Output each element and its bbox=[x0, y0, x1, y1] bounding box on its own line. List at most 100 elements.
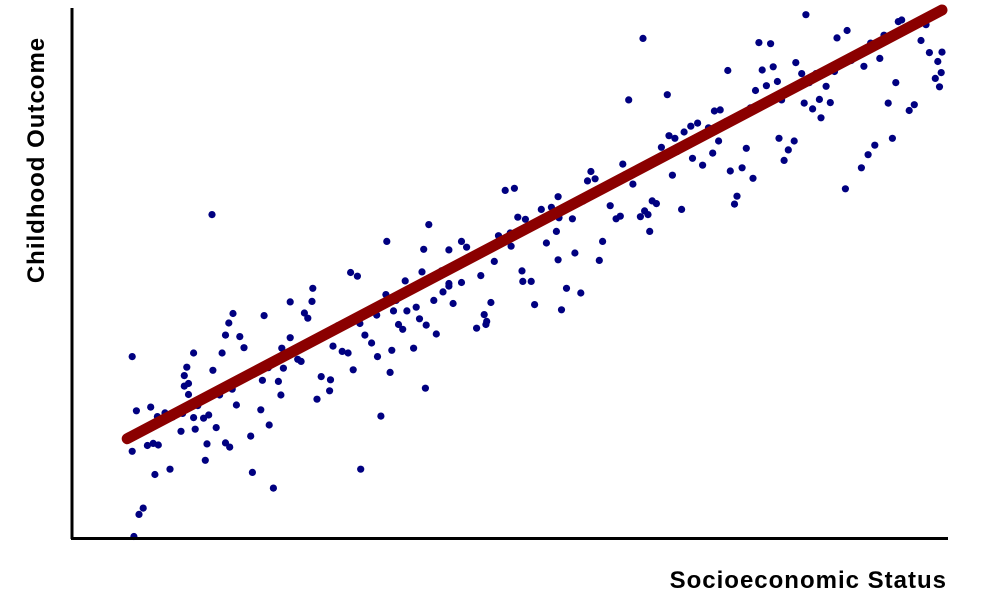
data-point bbox=[557, 306, 566, 314]
data-point bbox=[800, 99, 808, 107]
data-point bbox=[166, 465, 174, 473]
data-point bbox=[857, 164, 866, 172]
data-point bbox=[510, 184, 518, 192]
data-point bbox=[309, 284, 317, 292]
data-point bbox=[277, 391, 285, 399]
data-point bbox=[477, 272, 485, 280]
data-point bbox=[286, 334, 294, 342]
data-point bbox=[577, 289, 585, 297]
data-point bbox=[619, 160, 627, 168]
data-point bbox=[738, 164, 746, 172]
data-point bbox=[373, 353, 382, 361]
data-point bbox=[257, 406, 265, 414]
data-point bbox=[636, 213, 645, 221]
data-point bbox=[841, 185, 850, 193]
data-point bbox=[368, 339, 376, 347]
data-point bbox=[751, 86, 760, 95]
data-point bbox=[432, 330, 440, 338]
data-point bbox=[180, 372, 188, 380]
data-point bbox=[225, 319, 233, 327]
trend-line bbox=[121, 4, 948, 445]
data-point bbox=[595, 256, 603, 264]
data-point bbox=[415, 315, 424, 323]
data-point bbox=[308, 297, 316, 305]
data-point bbox=[501, 186, 509, 194]
data-point bbox=[128, 447, 136, 455]
data-point bbox=[616, 212, 624, 220]
data-point bbox=[671, 134, 679, 142]
data-point bbox=[183, 363, 191, 371]
data-point bbox=[733, 192, 741, 200]
data-point bbox=[480, 311, 488, 319]
data-point bbox=[394, 320, 403, 329]
data-point bbox=[864, 151, 872, 159]
data-point bbox=[724, 66, 732, 75]
data-point bbox=[349, 366, 357, 374]
data-point bbox=[938, 48, 946, 56]
data-point bbox=[297, 357, 305, 365]
data-point bbox=[463, 243, 471, 251]
data-point bbox=[449, 299, 457, 308]
data-point bbox=[389, 307, 398, 315]
data-point bbox=[554, 193, 562, 201]
data-point bbox=[357, 465, 365, 473]
data-point bbox=[629, 180, 637, 188]
data-point bbox=[937, 69, 945, 77]
data-point bbox=[571, 249, 579, 257]
data-point bbox=[445, 279, 453, 288]
data-point bbox=[326, 376, 335, 384]
data-point bbox=[151, 470, 159, 479]
data-point bbox=[710, 107, 719, 115]
data-point bbox=[663, 91, 671, 99]
data-point bbox=[652, 200, 661, 208]
data-point bbox=[209, 366, 217, 374]
data-point bbox=[236, 333, 244, 341]
data-point bbox=[767, 40, 775, 48]
data-point bbox=[205, 411, 213, 419]
data-point bbox=[177, 427, 185, 435]
data-point bbox=[457, 278, 466, 287]
data-point bbox=[483, 317, 491, 325]
data-point bbox=[190, 414, 198, 422]
data-point bbox=[537, 205, 545, 213]
data-point bbox=[430, 296, 438, 304]
data-point bbox=[599, 237, 607, 245]
y-axis-title: Childhood Outcome bbox=[23, 37, 50, 283]
data-point bbox=[248, 468, 256, 476]
data-point bbox=[418, 268, 426, 276]
data-point bbox=[154, 441, 162, 449]
data-point bbox=[439, 288, 447, 296]
data-point bbox=[184, 379, 193, 388]
data-point bbox=[445, 246, 453, 254]
data-point bbox=[329, 342, 337, 350]
data-point bbox=[519, 277, 527, 285]
data-point bbox=[147, 403, 155, 411]
data-point bbox=[792, 59, 800, 67]
data-point bbox=[212, 424, 220, 432]
data-points bbox=[128, 8, 946, 541]
data-point bbox=[421, 384, 429, 392]
data-point bbox=[876, 54, 884, 63]
data-point bbox=[487, 298, 495, 307]
data-point bbox=[229, 309, 237, 318]
data-point bbox=[527, 277, 535, 285]
data-point bbox=[798, 70, 806, 78]
data-point bbox=[403, 307, 411, 315]
data-point bbox=[699, 161, 707, 169]
data-point bbox=[606, 202, 614, 210]
data-point bbox=[716, 106, 724, 114]
data-point bbox=[208, 211, 216, 219]
data-point bbox=[201, 456, 209, 464]
data-point bbox=[657, 143, 666, 151]
data-point bbox=[892, 79, 900, 87]
data-point bbox=[386, 368, 394, 376]
data-point bbox=[139, 504, 147, 512]
data-point bbox=[377, 412, 385, 420]
data-point bbox=[780, 156, 788, 164]
data-point bbox=[687, 122, 695, 130]
data-point bbox=[769, 63, 777, 71]
data-point bbox=[313, 395, 321, 403]
data-point bbox=[688, 154, 697, 162]
data-point bbox=[888, 134, 897, 142]
data-point bbox=[490, 257, 498, 265]
